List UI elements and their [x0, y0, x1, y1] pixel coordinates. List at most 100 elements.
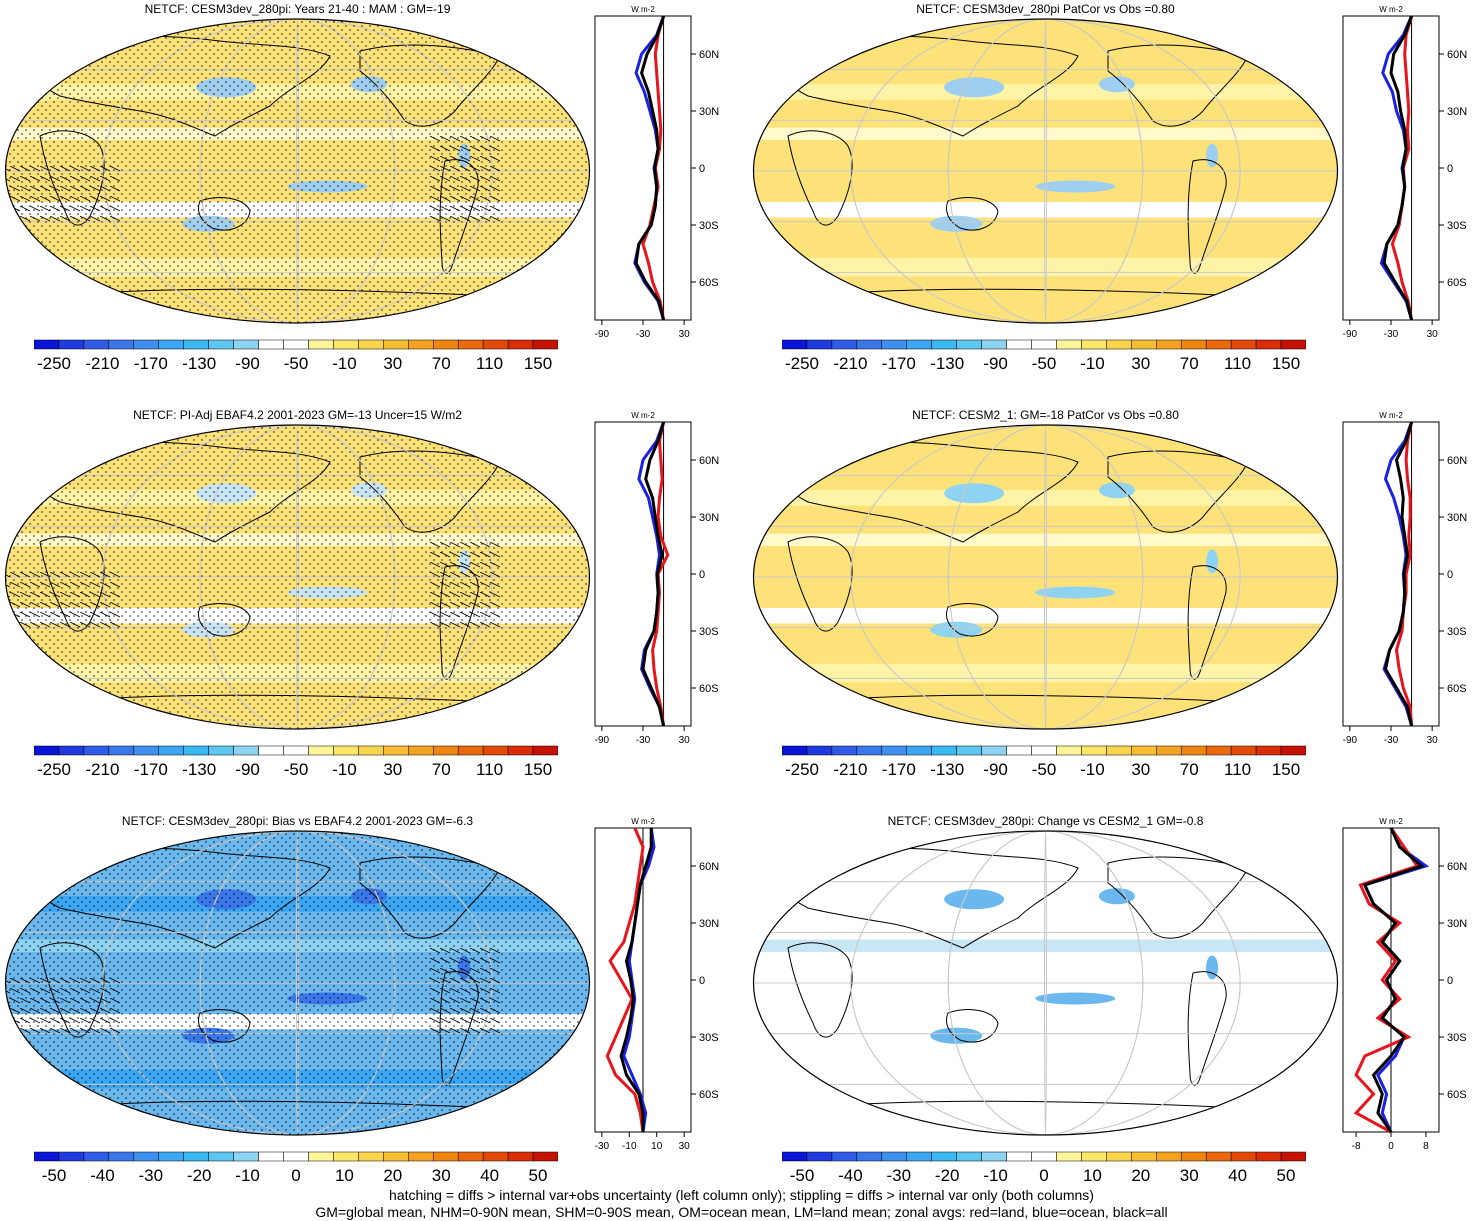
colorbar-swatch: [283, 339, 309, 350]
zonal-line-all: [641, 421, 666, 727]
colorbar-swatch: [1180, 1151, 1207, 1162]
anomaly-region: [1206, 549, 1219, 574]
anomaly-region: [1098, 482, 1135, 499]
zonal-line-all: [1382, 15, 1414, 321]
lat-tick-label: 60N: [1447, 861, 1467, 873]
coastline: [1107, 450, 1249, 533]
colorbar-label: 110: [1224, 760, 1251, 779]
colorbar-label: 110: [476, 760, 503, 779]
panel-2: NETCF: CESM3dev_280pi PatCor vs Obs =0.8…: [748, 0, 1483, 405]
x-tick-label: -8: [1352, 1141, 1361, 1152]
colorbar-swatch: [981, 339, 1007, 350]
zonal-units: W m-2: [631, 817, 655, 826]
colorbar-swatch: [283, 1151, 309, 1162]
colorbar-swatch: [981, 745, 1007, 756]
x-tick-label: -30: [636, 329, 651, 340]
graticule-lon: [947, 831, 1144, 1135]
lat-tick-label: 30N: [1447, 918, 1467, 930]
zonal-average-plot: 60N 30N 0 30S 60S -90 -30 30 W m-2: [1342, 411, 1467, 746]
colorbar-label: -90: [235, 760, 260, 779]
map-outline: [752, 424, 1339, 730]
colorbar-swatch: [208, 745, 234, 756]
colorbar-swatch: [1205, 1151, 1232, 1162]
colorbar-swatch: [906, 1151, 932, 1162]
colorbar-label: -10: [1080, 354, 1105, 373]
colorbar-label: -20: [187, 1166, 212, 1185]
colorbar-swatch: [333, 1151, 359, 1162]
panel-6: NETCF: CESM3dev_280pi: Change vs CESM2_1…: [748, 812, 1483, 1217]
colorbar-swatch: [183, 745, 209, 756]
footer-line-1: hatching = diffs > internal var+obs unce…: [389, 1187, 1094, 1203]
anomaly-region: [930, 1027, 983, 1044]
colorbar-swatch: [208, 339, 234, 350]
colorbar-swatch: [532, 339, 558, 350]
anomaly-region: [944, 77, 1005, 98]
world-map: [4, 424, 591, 730]
colorbar-label: -10: [983, 1166, 1008, 1185]
zonal-units: W m-2: [1379, 411, 1403, 420]
graticule-lon: [1044, 19, 1047, 323]
zonal-average-plot: 60N 30N 0 30S 60S -30 -10 10 30 W m-2: [594, 817, 719, 1152]
zonal-line-all: [1383, 421, 1414, 727]
coastline: [767, 847, 1079, 949]
zonal-average-plot: 60N 30N 0 30S 60S -8 0 8 W m-2: [1342, 817, 1467, 1152]
lat-tick-label: 30S: [1447, 220, 1467, 232]
colorbar-swatch: [956, 745, 982, 756]
colorbar-swatch: [1230, 745, 1257, 756]
colorbar-swatch: [333, 745, 359, 756]
graticule-lon: [947, 425, 1144, 729]
colorbar-swatch: [931, 339, 957, 350]
anomaly-region: [1098, 76, 1135, 93]
lat-band: [753, 896, 1338, 912]
colorbar-swatch: [1131, 1151, 1157, 1162]
colorbar-swatch: [931, 1151, 957, 1162]
colorbar-label: 30: [432, 1166, 451, 1185]
colorbar-label: 50: [529, 1166, 548, 1185]
colorbar-swatch: [58, 339, 85, 350]
colorbar: -250 -210 -170 -130 -90 -50 -10 30 70 110 150: [34, 339, 558, 373]
colorbar-label: -50: [1032, 760, 1057, 779]
colorbar-swatch: [782, 1151, 808, 1162]
lat-band: [753, 608, 1338, 624]
colorbar-label: -30: [887, 1166, 912, 1185]
colorbar-label: -210: [85, 354, 119, 373]
colorbar-swatch: [1056, 745, 1082, 756]
colorbar-swatch: [532, 745, 558, 756]
panel-title: NETCF: CESM2_1: GM=-18 PatCor vs Obs =0.…: [912, 408, 1179, 422]
colorbar-swatch: [906, 339, 932, 350]
colorbar-swatch: [358, 745, 384, 756]
world-map: [4, 18, 591, 324]
colorbar-swatch: [1056, 339, 1082, 350]
colorbar-swatch: [881, 745, 908, 756]
colorbar-swatch: [1180, 745, 1207, 756]
colorbar-swatch: [432, 339, 459, 350]
colorbar-swatch: [183, 339, 209, 350]
lat-tick-label: 30N: [1447, 106, 1467, 118]
zonal-line-land: [605, 827, 645, 1133]
colorbar-swatch: [258, 1151, 284, 1162]
lat-band: [753, 202, 1338, 218]
lat-band: [753, 1069, 1338, 1089]
colorbar-label: 110: [1224, 354, 1251, 373]
colorbar-swatch: [956, 1151, 982, 1162]
lat-tick-label: 60N: [699, 49, 719, 61]
colorbar-swatch: [1131, 339, 1157, 350]
x-tick-label: -90: [1343, 735, 1358, 746]
graticule-lon: [850, 831, 1241, 1135]
colorbar-swatch: [1230, 339, 1257, 350]
colorbar-swatch: [133, 1151, 160, 1162]
colorbar-swatch: [133, 339, 160, 350]
colorbar-label: -170: [134, 760, 168, 779]
map-outline: [752, 18, 1339, 324]
colorbar-label: -130: [930, 760, 964, 779]
lat-band: [753, 490, 1338, 506]
graticule-lon: [850, 425, 1241, 729]
hatching: [430, 542, 500, 632]
colorbar-swatch: [233, 745, 259, 756]
colorbar-swatch: [34, 339, 60, 350]
hatching: [5, 976, 120, 1037]
panel-3: NETCF: PI-Adj EBAF4.2 2001-2023 GM=-13 U…: [0, 406, 741, 811]
colorbar-swatch: [831, 1151, 858, 1162]
colorbar-swatch: [1106, 339, 1132, 350]
colorbar-label: -170: [134, 354, 168, 373]
